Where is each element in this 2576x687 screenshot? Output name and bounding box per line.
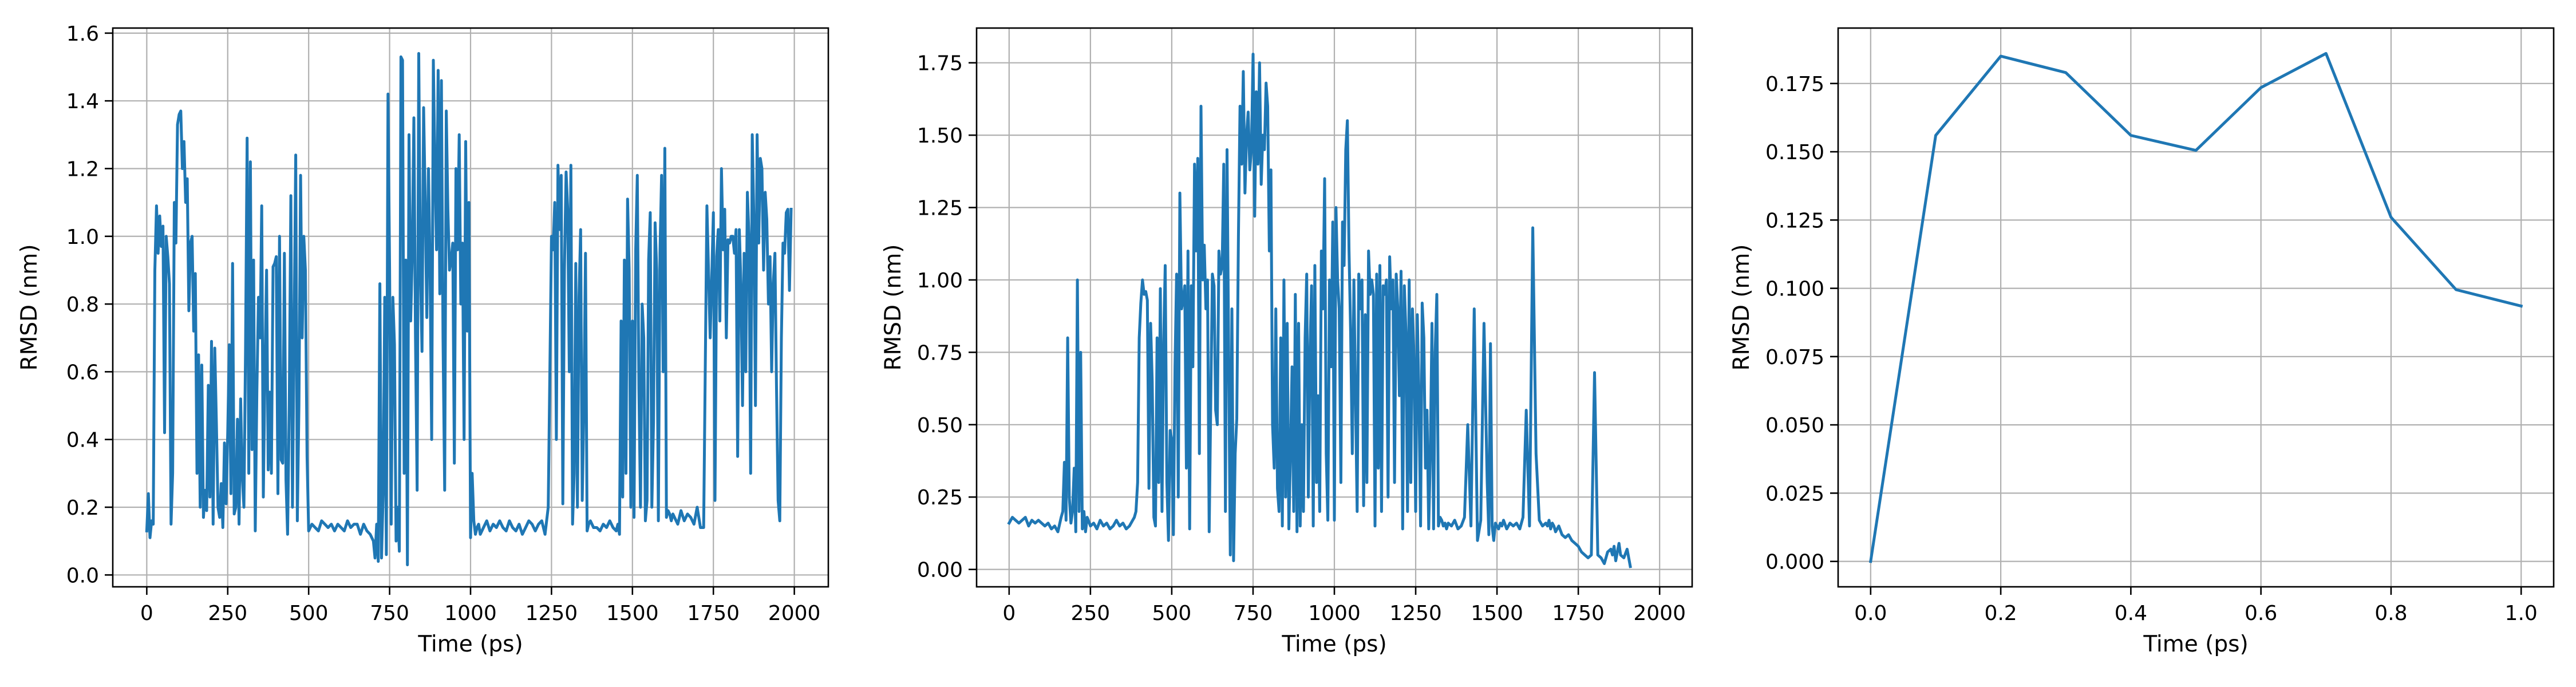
chart-panel-2: 0 250 500 750 1000 1250 1500 1750 2000 0.00 0.25 0.… (880, 27, 1693, 657)
y-tick-label: 0.4 (66, 429, 99, 452)
y-tick-label: 0.75 (917, 341, 963, 365)
series-line (145, 52, 793, 567)
x-tick-label: 0.2 (1984, 602, 2017, 625)
x-tick-label: 1.0 (2505, 602, 2538, 625)
y-tick-label: 0.0 (66, 564, 99, 587)
x-tick-label: 1000 (444, 602, 497, 625)
x-tick-label: 0.8 (2374, 602, 2407, 625)
chart-panel-3: 0.0 0.2 0.4 0.6 0.8 1.0 0.000 0.025 0.050 0.075 0.… (1729, 27, 2555, 657)
y-tick-label: 1.50 (917, 124, 963, 148)
y-tick-label: 1.25 (917, 197, 963, 220)
plot-frame (1837, 27, 2555, 588)
x-tick-label: 1750 (1552, 602, 1605, 625)
series-line (1007, 53, 1632, 568)
y-tick-label: 0.175 (1765, 73, 1824, 96)
y-axis-label: RMSD (nm) (17, 244, 42, 370)
x-tick-label: 0.0 (1854, 602, 1887, 625)
y-tick-label: 0.125 (1765, 209, 1824, 232)
y-tick-label: 0.8 (66, 293, 99, 317)
x-tick-label: 2000 (768, 602, 821, 625)
y-tick-label: 0.2 (66, 496, 99, 520)
x-axis-label: Time (ps) (2143, 631, 2248, 657)
x-tick-label: 250 (1071, 602, 1111, 625)
y-axis-label: RMSD (nm) (880, 244, 906, 370)
y-tick-label: 0.50 (917, 414, 963, 437)
x-tick-label: 750 (370, 602, 409, 625)
y-tick-label: 0.150 (1765, 141, 1824, 164)
x-tick-label: 1500 (1471, 602, 1523, 625)
y-tick-label: 1.0 (66, 226, 99, 249)
y-axis-label: RMSD (nm) (1729, 244, 1755, 370)
x-tick-label: 1750 (687, 602, 740, 625)
x-axis-label: Time (ps) (1281, 631, 1386, 657)
x-tick-label: 0.6 (2245, 602, 2277, 625)
x-tick-label: 750 (1234, 602, 1273, 625)
y-tick-label: 0.00 (917, 559, 963, 582)
x-tick-label: 2000 (1633, 602, 1686, 625)
x-tick-label: 500 (1152, 602, 1192, 625)
x-tick-label: 0 (1002, 602, 1016, 625)
y-tick-label: 0.25 (917, 486, 963, 510)
y-tick-label: 1.6 (66, 22, 99, 46)
chart-panel-1: 0 250 500 750 1000 1250 1500 1750 2000 0.0 0.2 0.4 0… (17, 22, 829, 657)
series-line (1868, 52, 2523, 563)
x-tick-label: 250 (208, 602, 247, 625)
y-tick-label: 0.100 (1765, 278, 1824, 301)
y-tick-label: 1.2 (66, 157, 99, 181)
x-tick-label: 1000 (1308, 602, 1361, 625)
y-tick-label: 1.4 (66, 90, 99, 113)
y-tick-label: 1.75 (917, 52, 963, 76)
x-tick-label: 0.4 (2115, 602, 2147, 625)
x-tick-label: 0 (140, 602, 153, 625)
y-tick-label: 0.025 (1765, 482, 1824, 506)
x-tick-label: 1250 (1389, 602, 1442, 625)
y-tick-label: 0.050 (1765, 414, 1824, 437)
x-tick-label: 500 (289, 602, 329, 625)
y-tick-label: 1.00 (917, 269, 963, 293)
y-tick-label: 0.000 (1765, 551, 1824, 574)
x-tick-label: 1250 (526, 602, 578, 625)
y-tick-label: 0.075 (1765, 346, 1824, 369)
x-axis-label: Time (ps) (417, 631, 523, 657)
x-tick-label: 1500 (606, 602, 659, 625)
y-tick-label: 0.6 (66, 361, 99, 384)
